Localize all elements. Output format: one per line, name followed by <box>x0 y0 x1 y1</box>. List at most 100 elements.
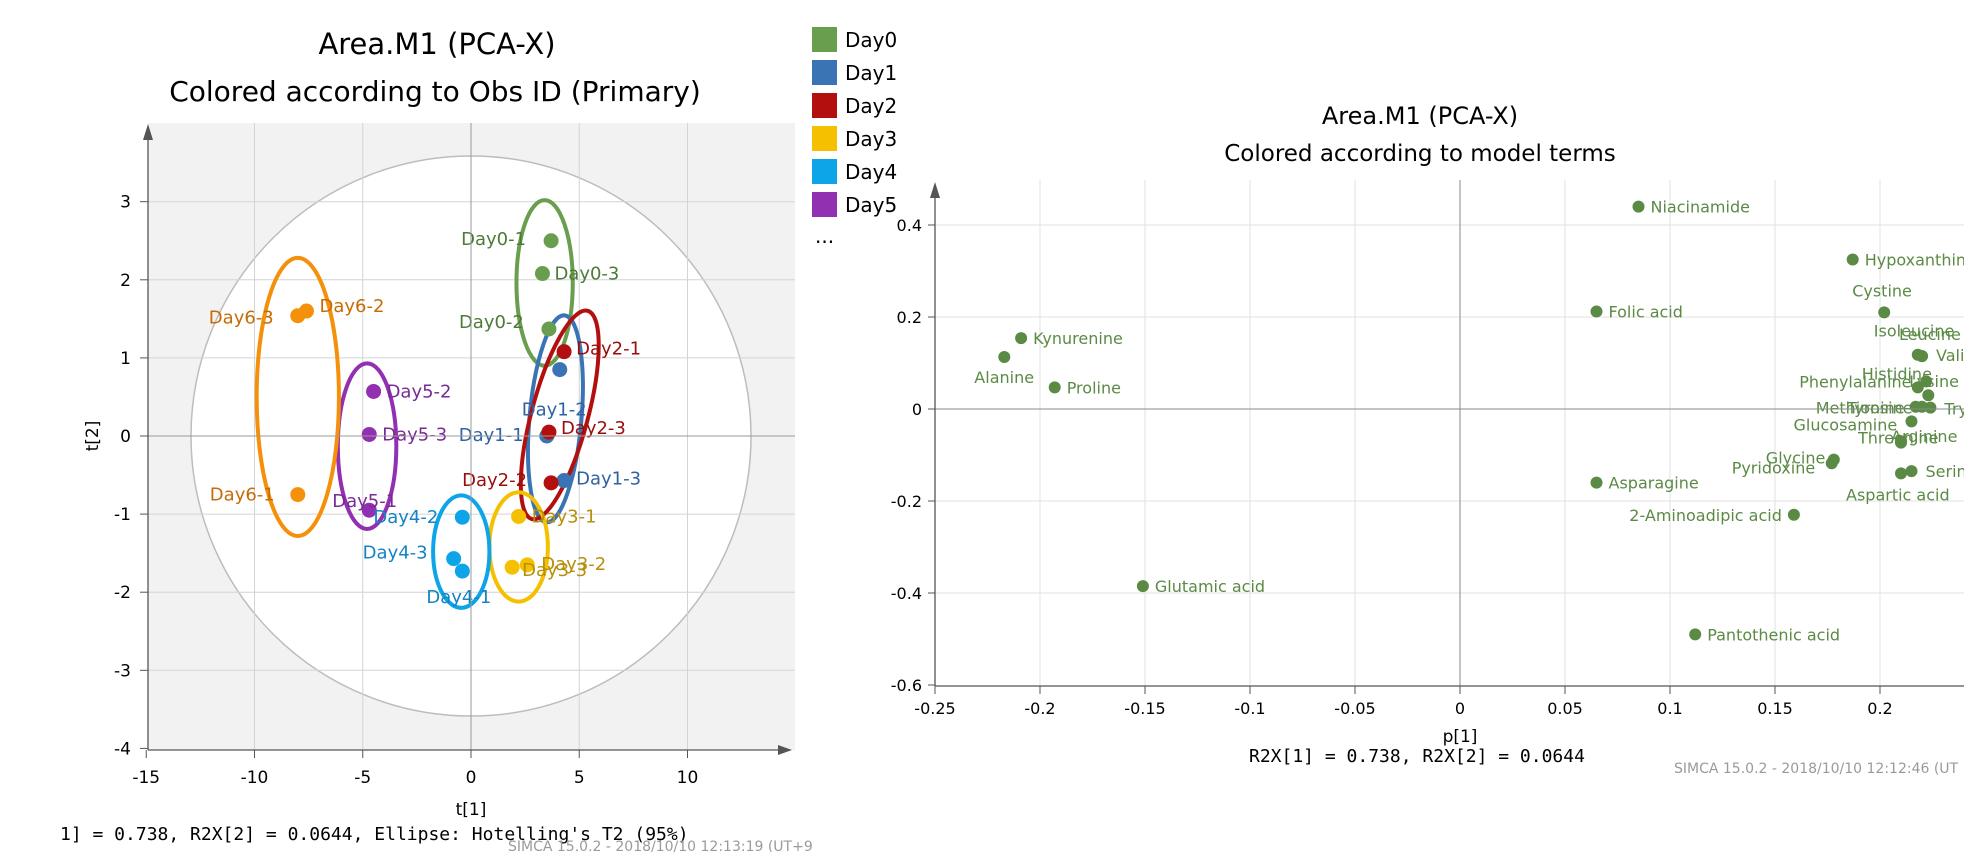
score-point-label: Day3-3 <box>522 560 587 581</box>
score-point <box>556 344 572 360</box>
y-tick-label: 2 <box>120 271 131 291</box>
score-point <box>511 508 527 524</box>
x-tick-label: -0.2 <box>1024 699 1055 718</box>
loading-point <box>1922 389 1935 402</box>
score-plot-subtitle: Colored according to Obs ID (Primary) <box>169 75 701 108</box>
score-plot-xlabel: t[1] <box>456 800 487 820</box>
score-plot-footer: 1] = 0.738, R2X[2] = 0.0644, Ellipse: Ho… <box>60 824 689 845</box>
x-tick-label: 10 <box>677 768 699 788</box>
score-point <box>504 559 520 575</box>
loading-point <box>1015 332 1028 345</box>
score-point <box>552 362 568 378</box>
loading-point <box>1825 457 1838 470</box>
score-point <box>454 509 470 525</box>
legend-label: Day1 <box>845 61 897 85</box>
score-plot-ylabel: t[2] <box>83 421 103 452</box>
score-point <box>541 424 557 440</box>
score-point <box>534 266 550 282</box>
loading-point <box>1920 375 1933 388</box>
legend-label: Day3 <box>845 127 897 151</box>
score-plot-title: Area.M1 (PCA-X) <box>318 27 555 61</box>
loading-plot-title: Area.M1 (PCA-X) <box>1322 102 1518 130</box>
loading-point <box>998 351 1011 364</box>
y-tick-label: -0.6 <box>891 676 922 695</box>
legend-label: Day2 <box>845 94 897 118</box>
y-tick-label: 0.2 <box>897 308 922 327</box>
ellipse-day6 <box>254 255 341 538</box>
loading-point-label: Folic acid <box>1609 302 1683 321</box>
score-point-label: Day6-2 <box>319 296 384 317</box>
loading-point-label: Methionine <box>1816 399 1905 418</box>
loading-point <box>1911 381 1924 394</box>
ellipse-day4 <box>431 493 492 610</box>
loading-point <box>1916 350 1928 363</box>
score-point <box>543 233 559 249</box>
loading-plot-axes: -0.25 -0.2 -0.15 -0.1 -0.05 0 0.05 0.1 0.15 0.2 0.… <box>891 180 1964 718</box>
score-point-label: Day0-2 <box>459 312 524 333</box>
loading-point <box>1787 508 1800 521</box>
loading-point <box>1878 306 1891 319</box>
y-tick-label: 0.4 <box>897 216 922 235</box>
y-tick-label: -1 <box>114 505 131 525</box>
x-tick-label: 0.05 <box>1547 699 1583 718</box>
x-tick-label: 0.2 <box>1867 699 1892 718</box>
loading-point-label: Alanine <box>974 368 1034 387</box>
loading-point-label: 2-Aminoadipic acid <box>1629 506 1782 525</box>
group-ellipses <box>254 198 601 610</box>
loading-point <box>1905 415 1918 428</box>
x-axis-arrow <box>778 745 792 755</box>
y-tick-label: -3 <box>114 661 131 681</box>
loading-plot-credit: SIMCA 15.0.2 - 2018/10/10 12:12:46 (UT <box>1674 761 1959 777</box>
score-point-label: Day6-1 <box>210 485 275 506</box>
x-tick-label: -0.15 <box>1124 699 1165 718</box>
x-tick-label: -0.25 <box>914 699 955 718</box>
loading-point <box>1048 381 1061 394</box>
score-point <box>290 487 306 503</box>
loading-point-label: Histidine <box>1862 364 1932 383</box>
score-point <box>361 502 377 518</box>
score-point-label: Day3-2 <box>541 554 606 575</box>
y-tick-label: -2 <box>114 583 131 603</box>
x-tick-label: -0.05 <box>1334 699 1375 718</box>
score-point <box>446 551 462 567</box>
score-plot-credit: SIMCA 15.0.2 - 2018/10/10 12:13:19 (UT+9 <box>508 839 813 852</box>
loading-point-label: Arginine <box>1891 427 1957 446</box>
x-tick-label: 0 <box>1455 699 1465 718</box>
score-point-label: Day5-3 <box>382 424 447 445</box>
x-tick-label: -0.1 <box>1234 699 1265 718</box>
legend-label: Day0 <box>845 28 897 52</box>
loading-point-label: Glucosamine <box>1794 415 1898 434</box>
y-tick-label: -4 <box>114 739 131 759</box>
score-point-label: Day2-2 <box>462 470 527 491</box>
loading-plot-footer: R2X[1] = 0.738, R2X[2] = 0.0644 <box>1249 746 1585 767</box>
x-tick-label: 5 <box>574 768 585 788</box>
ellipse-day2 <box>518 308 601 522</box>
score-point-label: Day0-1 <box>461 229 526 250</box>
y-tick-label: 0 <box>120 427 131 447</box>
loading-point <box>1590 305 1603 318</box>
loading-point-label: Serine <box>1926 462 1964 481</box>
loading-point-label: Tyrosine <box>1846 399 1913 418</box>
loading-point-label: Lysine <box>1909 372 1959 391</box>
x-tick-label: 0.1 <box>1657 699 1682 718</box>
score-point <box>541 321 557 337</box>
loading-point-label: Phenylalanine <box>1799 372 1911 391</box>
y-axis-arrow <box>930 182 940 198</box>
score-point-label: Day0-3 <box>554 264 619 285</box>
x-tick-label: -15 <box>132 768 160 788</box>
loading-points: Niacinamide Hypoxanthine Cystine Folic acid… <box>974 198 1964 645</box>
loading-point <box>1924 401 1937 414</box>
loading-point-label: Valine <box>1936 346 1964 365</box>
legend-swatch <box>812 60 837 85</box>
score-point-label: Day6-3 <box>209 308 274 329</box>
loading-point <box>1895 467 1907 480</box>
y-tick-label: 3 <box>120 193 131 213</box>
loading-point-label: Proline <box>1067 378 1121 397</box>
score-point <box>366 383 382 399</box>
loading-point-label: Niacinamide <box>1651 198 1750 217</box>
loading-point <box>1632 200 1645 213</box>
legend-swatch <box>812 192 837 217</box>
y-tick-label: -0.4 <box>891 584 922 603</box>
